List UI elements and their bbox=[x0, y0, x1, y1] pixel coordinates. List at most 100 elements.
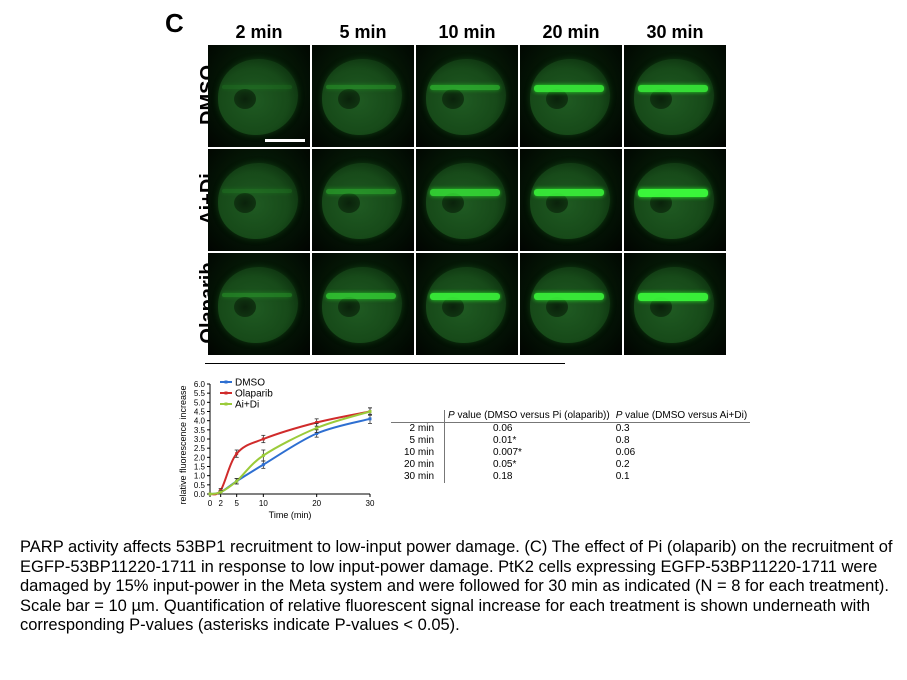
cell-nucleolus bbox=[650, 89, 672, 109]
y-tick-label: 5.5 bbox=[194, 389, 206, 398]
table-row: 2 min 0.06 0.3 bbox=[391, 422, 750, 435]
cell-nucleus bbox=[530, 267, 610, 343]
column-header-5min: 5 min bbox=[339, 22, 387, 42]
microscopy-cell bbox=[520, 45, 622, 147]
damage-stripe bbox=[638, 293, 708, 301]
table-cell-olaparib: 0.01* bbox=[493, 435, 517, 446]
fluorescence-line-chart: 0.00.51.01.52.02.53.03.54.04.55.05.56.0 0… bbox=[178, 378, 375, 521]
y-tick-label: 3.5 bbox=[194, 426, 206, 435]
table-row: 30 min 0.18 0.1 bbox=[391, 471, 750, 483]
microscopy-cell bbox=[416, 149, 518, 251]
column-header-30min: 30 min bbox=[646, 22, 704, 42]
cell-nucleus bbox=[322, 59, 402, 135]
damage-stripe bbox=[534, 85, 604, 92]
cell-nucleus bbox=[218, 163, 298, 239]
microscopy-cell bbox=[312, 253, 414, 355]
microscopy-cell bbox=[312, 45, 414, 147]
y-tick-label: 5.0 bbox=[194, 398, 206, 407]
damage-stripe bbox=[222, 189, 292, 193]
table-cell-ai-di: 0.1 bbox=[615, 471, 630, 482]
data-point bbox=[235, 479, 239, 483]
data-point bbox=[235, 452, 239, 456]
x-tick-label: 30 bbox=[366, 499, 375, 508]
table-row: 5 min 0.01* 0.8 bbox=[391, 435, 750, 447]
table-row: 10 min 0.007* 0.06 bbox=[391, 447, 750, 459]
y-tick-label: 2.5 bbox=[194, 444, 206, 453]
cell-nucleolus bbox=[650, 193, 672, 213]
microscopy-cell bbox=[416, 45, 518, 147]
data-point bbox=[208, 492, 212, 496]
y-tick-label: 1.0 bbox=[194, 472, 206, 481]
data-point bbox=[315, 432, 319, 435]
cell-nucleus bbox=[426, 59, 506, 135]
table-header-row: P value (DMSO versus Pi (olaparib)) P va… bbox=[391, 410, 751, 423]
data-point bbox=[368, 410, 372, 413]
figure-caption: PARP activity affects 53BP1 recruitment … bbox=[20, 538, 893, 634]
damage-stripe bbox=[430, 85, 500, 91]
cell-nucleolus bbox=[338, 297, 360, 317]
damage-stripe bbox=[222, 85, 292, 89]
data-point bbox=[261, 463, 265, 467]
x-tick-label: 10 bbox=[259, 499, 268, 508]
table-row: 20 min 0.05* 0.2 bbox=[391, 459, 750, 471]
data-point bbox=[261, 437, 265, 441]
table-cell-ai-di: 0.3 bbox=[615, 423, 630, 434]
cell-nucleolus bbox=[546, 297, 568, 317]
data-point bbox=[368, 417, 372, 421]
x-tick-label: 2 bbox=[218, 499, 223, 508]
data-point bbox=[315, 426, 319, 430]
table-cell-olaparib: 0.18 bbox=[493, 471, 513, 482]
cell-nucleolus bbox=[234, 89, 256, 109]
cell-nucleolus bbox=[442, 297, 464, 317]
y-tick-label: 2.0 bbox=[194, 453, 206, 462]
table-cell-time: 30 min bbox=[391, 471, 445, 483]
cell-nucleus bbox=[530, 163, 610, 239]
pvalue-table: P value (DMSO versus Pi (olaparib)) P va… bbox=[391, 410, 751, 483]
microscopy-cell bbox=[520, 149, 622, 251]
cell-nucleus bbox=[634, 59, 714, 135]
cell-nucleolus bbox=[546, 89, 568, 109]
legend-entry: DMSO bbox=[235, 378, 265, 389]
microscopy-cell bbox=[208, 45, 310, 147]
cell-nucleolus bbox=[442, 89, 464, 109]
legend-marker bbox=[224, 391, 228, 395]
cell-nucleolus bbox=[650, 297, 672, 317]
damage-stripe bbox=[430, 189, 500, 196]
column-header-2min: 2 min bbox=[235, 22, 283, 42]
damage-stripe bbox=[534, 293, 604, 301]
legend-marker bbox=[224, 402, 228, 406]
table-cell-olaparib: 0.05* bbox=[493, 459, 517, 470]
damage-stripe bbox=[326, 293, 396, 299]
table-cell-olaparib: 0.06 bbox=[493, 423, 513, 434]
legend-entry: Olaparib bbox=[235, 389, 273, 400]
x-axis-label: Time (min) bbox=[269, 510, 312, 520]
damage-stripe bbox=[326, 189, 396, 194]
table-cell-time: 10 min bbox=[391, 447, 445, 459]
table-cell-time: 2 min bbox=[391, 422, 445, 435]
cell-nucleolus bbox=[442, 193, 464, 213]
cell-nucleus bbox=[530, 59, 610, 135]
microscopy-cell bbox=[416, 253, 518, 355]
y-tick-label: 1.5 bbox=[194, 463, 206, 472]
cell-nucleus bbox=[634, 267, 714, 343]
microscopy-cell bbox=[208, 149, 310, 251]
panel-label: C bbox=[165, 8, 184, 38]
x-tick-label: 0 bbox=[208, 499, 213, 508]
table-header-cell: P value (DMSO versus Pi (olaparib)) bbox=[444, 410, 613, 423]
column-header-20min: 20 min bbox=[542, 22, 600, 42]
legend-entry: Ai+Di bbox=[235, 400, 259, 411]
y-tick-label: 4.0 bbox=[194, 417, 206, 426]
damage-stripe bbox=[534, 189, 604, 197]
table-cell-ai-di: 0.2 bbox=[615, 459, 630, 470]
microscopy-cell bbox=[208, 253, 310, 355]
data-point bbox=[219, 490, 223, 494]
cell-nucleus bbox=[426, 163, 506, 239]
separator-line bbox=[205, 363, 565, 364]
damage-stripe bbox=[222, 293, 292, 298]
scale-bar bbox=[265, 139, 305, 142]
table-header-cell bbox=[391, 410, 445, 423]
cell-nucleus bbox=[322, 267, 402, 343]
cell-nucleus bbox=[426, 267, 506, 343]
data-point bbox=[315, 421, 319, 424]
table-cell-time: 20 min bbox=[391, 459, 445, 471]
